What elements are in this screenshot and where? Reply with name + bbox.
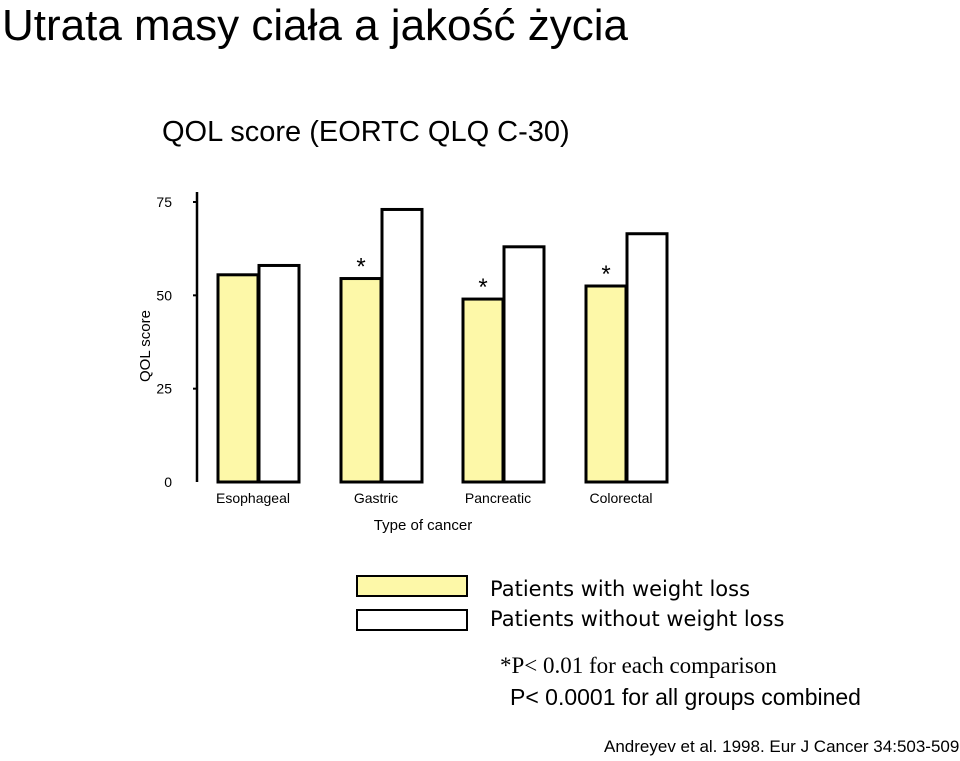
significance-asterisk: * — [478, 274, 487, 301]
bar-weight-loss-gastric — [339, 277, 383, 484]
bar-no-weight-loss-pancreatic — [502, 245, 546, 484]
x-tick-label: Pancreatic — [465, 490, 531, 506]
bar-no-weight-loss-esophageal — [257, 263, 301, 484]
y-tick-label: 25 — [156, 381, 172, 397]
bar-no-weight-loss-gastric — [380, 207, 424, 484]
y-tick-label: 50 — [156, 287, 172, 303]
x-tick-label: Colorectal — [589, 490, 652, 506]
legend-label-no-weight-loss: Patients without weight loss — [490, 607, 785, 631]
legend-swatch-no-weight-loss — [356, 609, 468, 631]
citation: Andreyev et al. 1998. Eur J Cancer 34:50… — [604, 737, 960, 756]
combined-significance-note: P< 0.0001 for all groups combined — [510, 684, 861, 710]
significance-asterisk: * — [356, 254, 365, 281]
y-tick-label: 0 — [164, 474, 172, 490]
y-axis-label: QOL score — [137, 310, 154, 382]
bar-weight-loss-pancreatic — [461, 297, 505, 484]
slide-title: Utrata masy ciała a jakość życia — [2, 1, 628, 50]
bar-no-weight-loss-colorectal — [625, 232, 669, 484]
y-tick-label: 75 — [156, 194, 172, 210]
x-axis-label: Type of cancer — [374, 517, 472, 534]
legend-label-weight-loss: Patients with weight loss — [490, 577, 751, 601]
significance-note: *P< 0.01 for each comparison — [500, 653, 777, 678]
x-tick-label: Gastric — [354, 490, 398, 506]
chart-title: QOL score (EORTC QLQ C-30) — [162, 116, 570, 148]
bar-weight-loss-esophageal — [216, 273, 260, 484]
legend-swatch-weight-loss — [356, 575, 468, 597]
x-tick-label: Esophageal — [216, 490, 290, 506]
bar-weight-loss-colorectal — [584, 284, 628, 484]
significance-asterisk: * — [601, 261, 610, 288]
